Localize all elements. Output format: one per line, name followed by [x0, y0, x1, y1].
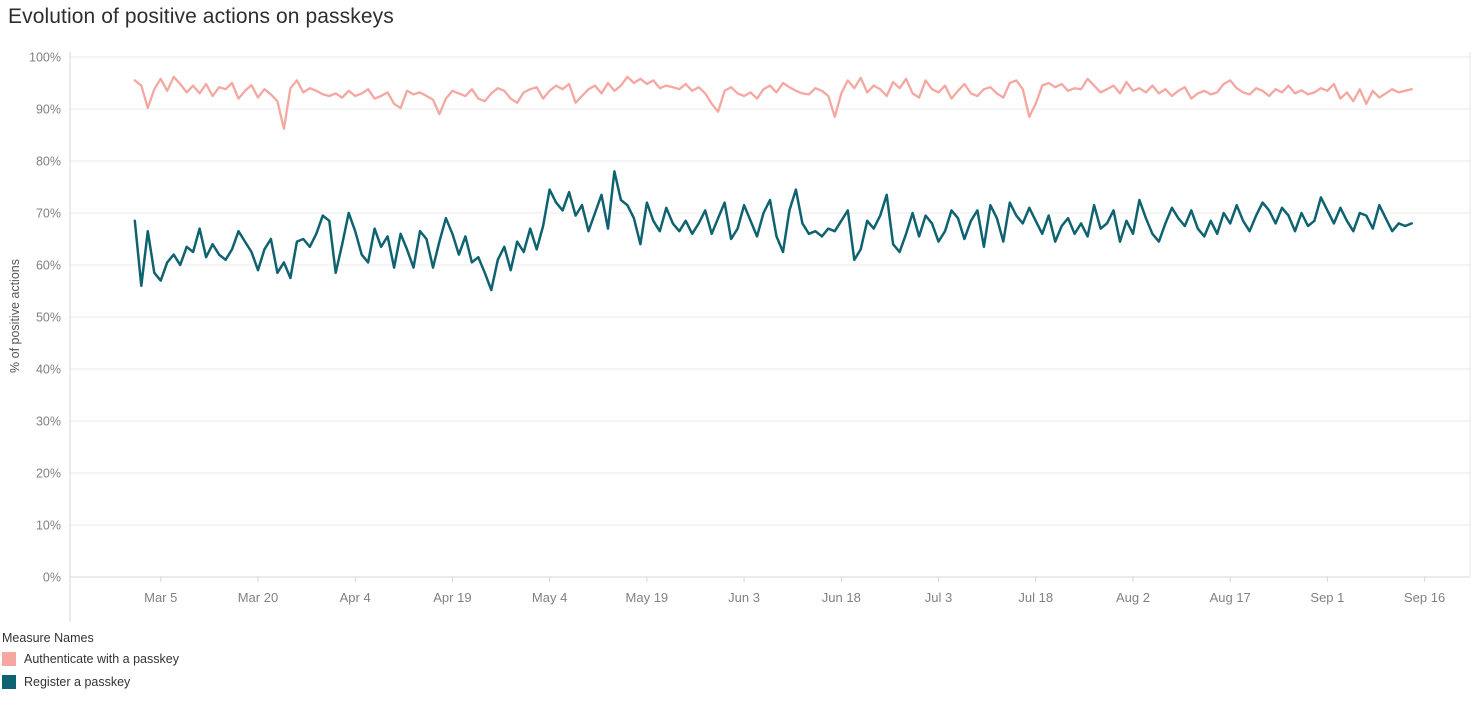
- legend-item-label: Authenticate with a passkey: [24, 652, 179, 666]
- legend-item-label: Register a passkey: [24, 675, 131, 689]
- series-line-2[interactable]: [133, 170, 1413, 292]
- y-tick-label: 70%: [36, 207, 61, 221]
- legend-title: Measure Names: [2, 631, 94, 645]
- x-tick-label: Jun 3: [728, 590, 760, 605]
- y-tick-label: 90%: [36, 103, 61, 117]
- x-tick-label: May 4: [532, 590, 567, 605]
- y-tick-label: 40%: [36, 363, 61, 377]
- legend: Measure Names Authenticate with a passke…: [2, 631, 179, 698]
- legend-swatch-register-icon: [2, 675, 16, 689]
- x-tick-label: Jul 18: [1018, 590, 1053, 605]
- page-title: Evolution of positive actions on passkey…: [8, 5, 394, 28]
- legend-item-authenticate[interactable]: Authenticate with a passkey: [2, 652, 179, 666]
- y-tick-label: 60%: [36, 259, 61, 273]
- y-tick-label: 30%: [36, 415, 61, 429]
- x-tick-label: Jul 3: [925, 590, 952, 605]
- chart-svg[interactable]: 0% 10% 20% 30% 40% 50% 60% 70% 80% 90% 100% Mar 5 Ma…: [0, 0, 1482, 628]
- y-tick-label: 0%: [43, 571, 61, 585]
- y-tick-label: 50%: [36, 311, 61, 325]
- x-tick-label: May 19: [626, 590, 669, 605]
- x-tick-label: Aug 2: [1116, 590, 1150, 605]
- y-tick-label: 20%: [36, 467, 61, 481]
- x-tick-label: Jun 18: [822, 590, 861, 605]
- x-tick-label: Mar 5: [144, 590, 177, 605]
- x-tick-label: Sep 16: [1404, 590, 1445, 605]
- y-tick-label: 10%: [36, 519, 61, 533]
- x-tick-label: Apr 4: [340, 590, 371, 605]
- x-tick-label: Aug 17: [1210, 590, 1251, 605]
- y-tick-label: 100%: [29, 51, 61, 65]
- legend-item-register[interactable]: Register a passkey: [2, 675, 179, 689]
- series-line-1[interactable]: [133, 75, 1413, 130]
- y-tick-label: 80%: [36, 155, 61, 169]
- legend-swatch-authenticate-icon: [2, 652, 16, 666]
- x-tick-label: Mar 20: [238, 590, 278, 605]
- y-axis-title: % of positive actions: [8, 259, 22, 373]
- x-tick-label: Sep 1: [1310, 590, 1344, 605]
- x-tick-label: Apr 19: [433, 590, 471, 605]
